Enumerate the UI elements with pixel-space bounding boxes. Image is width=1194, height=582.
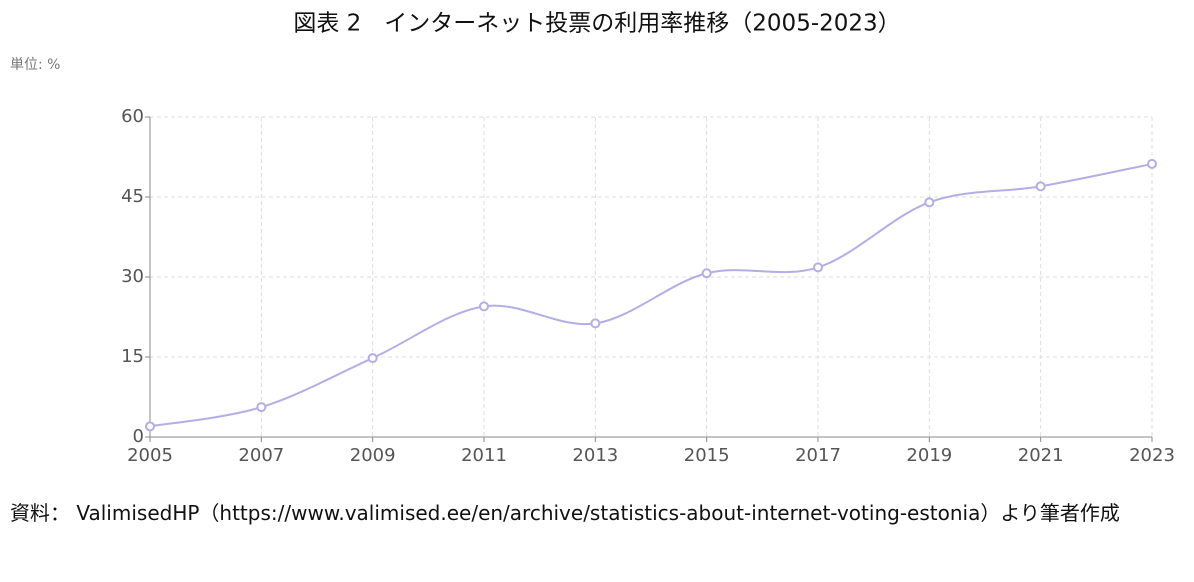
chart: 図表 2 インターネット投票の利用率推移（2005-2023） 単位: % 0 1…: [10, 11, 1175, 467]
x-tick-label: 2015: [684, 445, 730, 466]
x-tick-label: 2023: [1129, 445, 1175, 466]
point: [367, 353, 378, 364]
y-tick-label: 45: [121, 186, 144, 207]
point: [1147, 158, 1157, 169]
unit-label: 単位: %: [10, 57, 60, 73]
point: [145, 421, 155, 432]
y-tick-label: 60: [121, 106, 144, 127]
line: [149, 162, 1153, 428]
x-tick-label: 2009: [350, 445, 396, 466]
x-tick-label: 2013: [572, 445, 618, 466]
x-tick-label: 2019: [906, 445, 952, 466]
x-tick-label: 2005: [127, 445, 173, 466]
point: [813, 262, 823, 273]
point: [590, 318, 601, 329]
x-tick-label: 2011: [461, 445, 507, 466]
x-tick-label: 2007: [238, 445, 284, 466]
point: [924, 197, 935, 208]
point: [701, 268, 712, 279]
y-tick-label: 15: [121, 346, 144, 367]
source-note: 資料： ValimisedHP（https://www.valimised.ee…: [10, 501, 1120, 525]
chart-title: 図表 2 インターネット投票の利用率推移（2005-2023）: [293, 11, 900, 37]
y-tick-label: 0: [133, 426, 144, 447]
point: [256, 402, 267, 413]
x-tick-label: 2021: [1018, 445, 1064, 466]
point: [1035, 181, 1046, 192]
point: [479, 301, 489, 312]
y-tick-label: 30: [121, 266, 144, 287]
x-tick-label: 2017: [795, 445, 841, 466]
